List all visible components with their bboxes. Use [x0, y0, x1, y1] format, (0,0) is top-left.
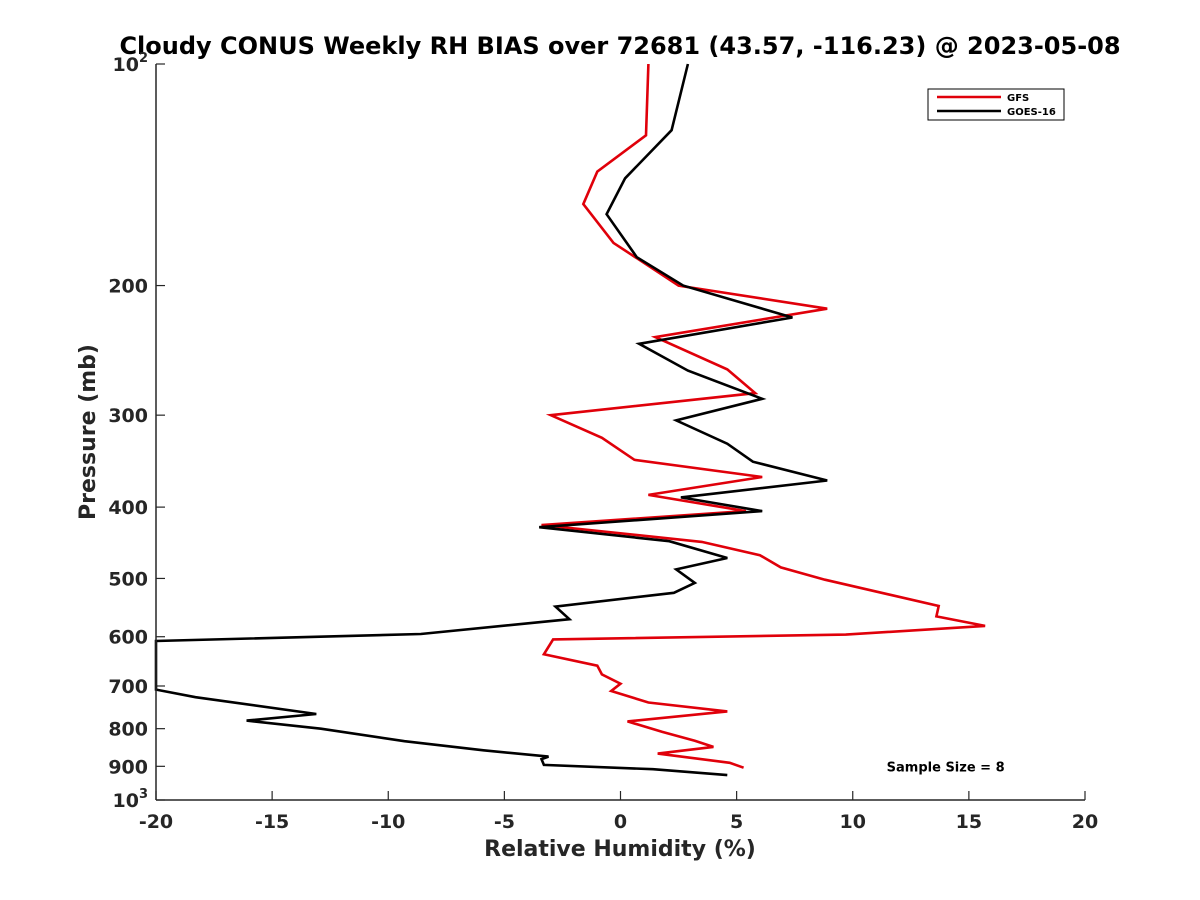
- x-tick-label: 10: [840, 811, 866, 833]
- y-tick-label: 600: [108, 627, 148, 649]
- y-tick-label: 102: [113, 51, 149, 76]
- series-line-gfs: [541, 63, 986, 769]
- y-tick-label: 103: [113, 787, 149, 812]
- y-tick-label: 200: [108, 276, 148, 298]
- y-tick-label: 300: [108, 405, 148, 427]
- y-tick-label: 400: [108, 497, 148, 519]
- chart-title: Cloudy CONUS Weekly RH BIAS over 72681 (…: [119, 32, 1120, 60]
- y-axis-ticks: 102 200 300 400 500 600 700 800 900 103: [108, 51, 165, 812]
- x-tick-label: -20: [139, 811, 173, 833]
- x-tick-label: 0: [614, 811, 627, 833]
- x-tick-label: -15: [255, 811, 289, 833]
- y-tick-label: 700: [108, 676, 148, 698]
- legend: GFS GOES-16: [927, 88, 1065, 121]
- x-axis-ticks: -20 -15 -10 -5 0 5 10 15 20: [139, 791, 1098, 833]
- legend-box: [927, 88, 1065, 121]
- x-tick-label: 20: [1072, 811, 1098, 833]
- x-tick-label: 5: [730, 811, 743, 833]
- series-line-goes16: [154, 63, 828, 777]
- x-tick-label: -5: [494, 811, 515, 833]
- y-tick-label: 900: [108, 756, 148, 778]
- x-axis-label: Relative Humidity (%): [484, 837, 756, 862]
- legend-label-goes16: GOES-16: [1007, 107, 1056, 118]
- legend-label-gfs: GFS: [1007, 93, 1029, 104]
- y-tick-label: 800: [108, 719, 148, 741]
- y-axis-label: Pressure (mb): [76, 344, 101, 520]
- plot-area: [156, 64, 1085, 800]
- sample-size-annotation: Sample Size = 8: [887, 760, 1005, 775]
- x-tick-label: 15: [956, 811, 982, 833]
- x-tick-label: -10: [371, 811, 405, 833]
- y-tick-label: 500: [108, 568, 148, 590]
- series-lines: [154, 63, 986, 777]
